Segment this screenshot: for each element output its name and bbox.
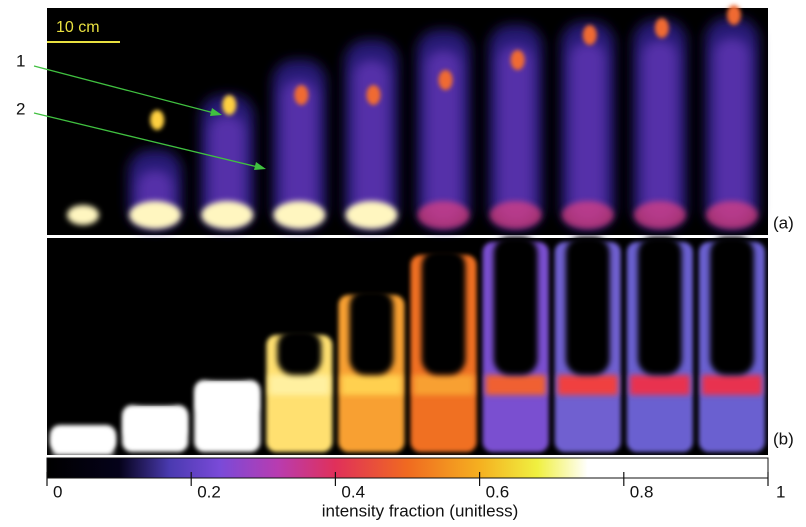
base-blob (705, 201, 758, 229)
colorbar (46, 457, 769, 479)
base-blob (201, 201, 254, 229)
plume-core (641, 40, 678, 222)
base-blob (561, 201, 614, 229)
base-blob (129, 201, 182, 229)
tick-label: 0.8 (630, 482, 654, 501)
base-blob (273, 201, 326, 229)
u-band (629, 375, 690, 395)
hot-spot (294, 85, 309, 105)
plume-core (713, 38, 750, 222)
arrow (33, 112, 263, 169)
u-band (413, 375, 474, 395)
plume-core (425, 50, 462, 222)
tick-label: 0.6 (486, 482, 510, 501)
u-inner (637, 237, 682, 375)
u-inner (493, 237, 538, 375)
tick-label: 0 (53, 482, 62, 501)
u-band (269, 375, 330, 395)
arrow-label: 2 (16, 99, 25, 118)
u-inner (349, 290, 394, 375)
u-inner (133, 400, 178, 404)
frames-a (67, 5, 759, 230)
plume-core (569, 42, 606, 222)
u-band (197, 390, 258, 410)
panel-label: (b) (773, 429, 794, 448)
u-inner (277, 330, 322, 375)
colorbar-ticks: 0 0.2 0.4 0.6 0.8 1 (46, 472, 785, 501)
u-band (485, 375, 546, 395)
plume-core (353, 60, 390, 222)
base-blob (633, 201, 686, 229)
plume-core (281, 80, 318, 222)
u-band (557, 375, 618, 395)
u-inner (205, 375, 250, 379)
scale-label: 10 cm (56, 19, 100, 36)
hot-spot (654, 18, 669, 38)
u-band (701, 375, 762, 395)
hot-spot (582, 25, 597, 45)
hot-spot (510, 50, 525, 70)
u-band (53, 435, 114, 455)
hot-spot (438, 70, 453, 90)
arrow-head (210, 108, 222, 116)
hot-spot (222, 95, 237, 115)
tick-label: 0.2 (197, 482, 221, 501)
u-inner (709, 237, 754, 375)
base-blob (67, 205, 100, 225)
hot-spot (150, 110, 165, 130)
plume-core (497, 45, 534, 222)
arrow (33, 65, 219, 115)
u-inner (421, 250, 466, 375)
arrow-label: 1 (16, 51, 25, 70)
u-band (125, 415, 186, 435)
tick-label: 0.4 (341, 482, 365, 501)
base-blob (345, 201, 398, 229)
u-band (341, 375, 402, 395)
panel-label: (a) (773, 213, 794, 232)
plume-core (209, 115, 246, 222)
tick-label: 1 (776, 482, 785, 501)
hot-spot (366, 85, 381, 105)
base-blob (489, 201, 542, 229)
u-inner (565, 237, 610, 375)
hot-spot (726, 5, 741, 25)
arrow-head (254, 162, 266, 170)
colorbar-label: intensity fraction (unitless) (322, 501, 519, 520)
base-blob (417, 201, 470, 229)
frames-b (50, 237, 765, 455)
